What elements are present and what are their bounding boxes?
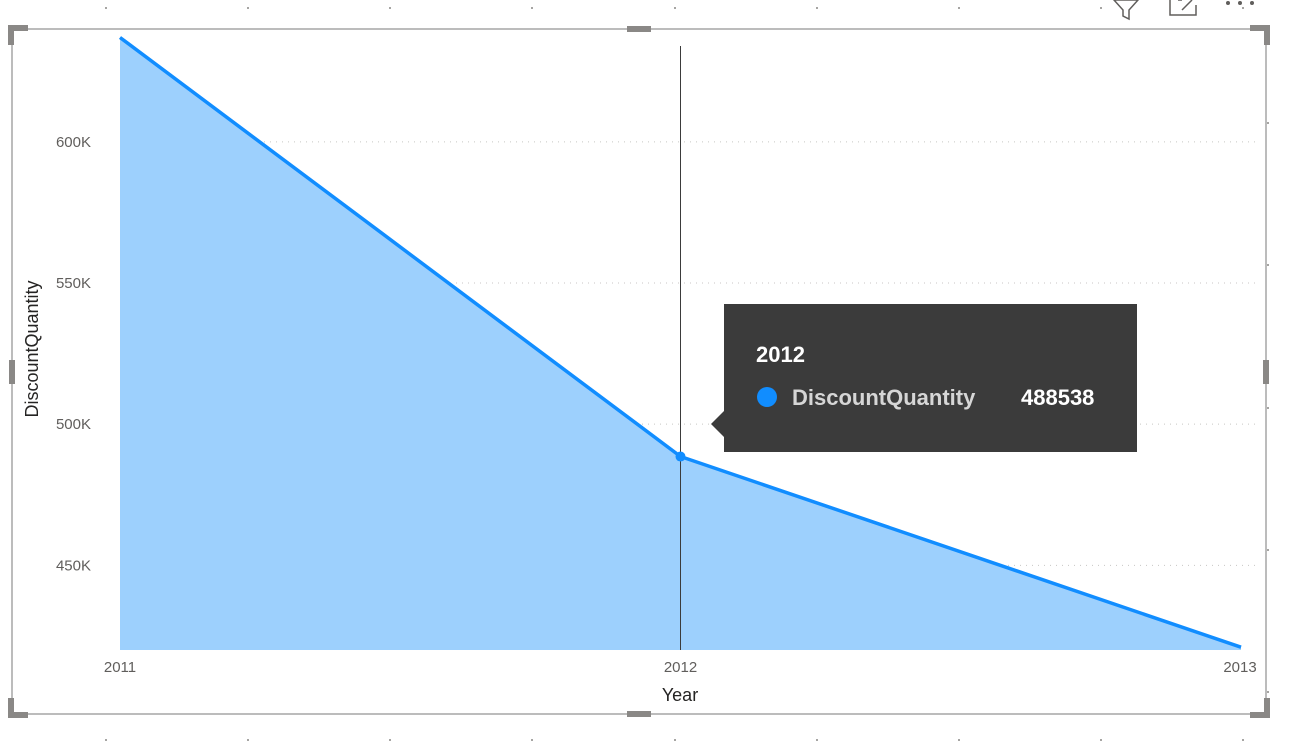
tooltip-value: 488538 [1021,385,1094,410]
canvas-dot [1267,122,1269,124]
canvas-dot [531,739,533,741]
resize-handle-bottom-right[interactable] [1250,698,1270,718]
more-options-icon[interactable] [1226,1,1254,5]
x-axis-tick-labels: 2011 2012 2013 [104,659,1257,676]
canvas-dot [1267,264,1269,266]
resize-handle-top-right[interactable] [1250,25,1270,45]
canvas-dot [1267,549,1269,551]
filter-icon[interactable] [1112,0,1140,21]
x-tick-label: 2012 [664,659,697,676]
canvas-dot [389,739,391,741]
canvas-dot [1267,407,1269,409]
resize-handle-left[interactable] [9,360,15,384]
y-tick-label: 500K [56,416,91,433]
canvas-dot [247,739,249,741]
tooltip-title: 2012 [756,342,805,367]
canvas-dot [531,7,533,9]
canvas-dot [105,7,107,9]
visual-header [1112,0,1254,21]
y-tick-label: 450K [56,557,91,574]
canvas-grid-dots [105,7,1269,741]
data-point-2012[interactable] [675,451,686,462]
x-tick-label: 2013 [1223,659,1256,676]
y-tick-label: 600K [56,134,91,151]
tooltip-legend-dot [757,387,777,407]
canvas-dot [389,7,391,9]
canvas-dot [105,739,107,741]
canvas-dot [816,7,818,9]
canvas-dot [674,7,676,9]
focus-mode-icon[interactable] [1169,0,1197,16]
x-axis-title: Year [662,685,698,705]
tooltip-series-name: DiscountQuantity [792,385,976,410]
resize-handle-bottom[interactable] [627,711,651,717]
canvas-dot [247,7,249,9]
tooltip-background [711,304,1137,452]
area-fill-discountquantity [120,37,1241,650]
y-axis-title: DiscountQuantity [22,280,42,417]
tooltip: 2012 DiscountQuantity 488538 [711,304,1137,452]
x-tick-label: 2011 [104,659,136,676]
resize-handle-top-left[interactable] [8,25,28,45]
canvas-dot [1100,739,1102,741]
canvas-dot [1242,7,1244,9]
canvas-dot [1242,739,1244,741]
y-tick-label: 550K [56,275,91,292]
canvas-dot [674,739,676,741]
canvas-dot [958,739,960,741]
canvas-dot [1267,691,1269,693]
y-axis-tick-labels: 450K 500K 550K 600K [56,134,91,574]
resize-handles[interactable] [8,25,1270,718]
canvas-dot [816,739,818,741]
resize-handle-top[interactable] [627,26,651,32]
resize-handle-right[interactable] [1263,360,1269,384]
resize-handle-bottom-left[interactable] [8,698,28,718]
canvas-dot [958,7,960,9]
canvas-dot [1100,7,1102,9]
